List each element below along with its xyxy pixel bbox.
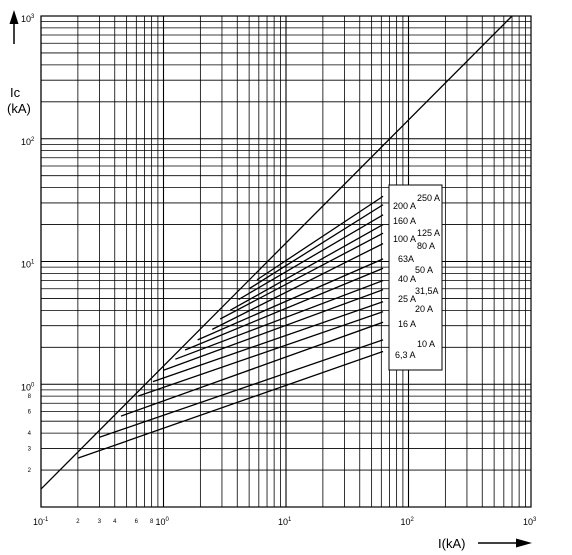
x-axis-label: I(kA) xyxy=(438,536,465,551)
series-line xyxy=(211,242,384,330)
legend-label: 160 A xyxy=(393,216,416,226)
y-tick-label: 100 xyxy=(21,382,35,392)
y-minor-tick-label: 3 xyxy=(28,446,32,452)
y-tick-label: 101 xyxy=(21,260,35,270)
y-axis-arrow xyxy=(9,10,19,44)
legend-label: 10 A xyxy=(417,339,435,349)
legend-label: 31,5A xyxy=(415,286,439,296)
legend-label: 80 A xyxy=(417,241,435,251)
envelope-line xyxy=(40,15,513,490)
y-tick-label: 102 xyxy=(21,137,35,147)
x-tick-label: 100 xyxy=(156,517,170,527)
legend-label: 6,3 A xyxy=(395,350,416,360)
series-line xyxy=(197,258,384,341)
series-line xyxy=(184,267,384,351)
legend-label: 25 A xyxy=(398,294,416,304)
x-tick-label: 102 xyxy=(401,517,415,527)
y-axis-label-line1: Ic xyxy=(10,85,21,100)
series-line xyxy=(137,311,384,397)
x-minor-tick-label: 8 xyxy=(150,519,154,525)
x-minor-tick-label: 2 xyxy=(76,519,80,525)
y-minor-tick-label: 4 xyxy=(28,431,32,437)
x-minor-tick-label: 4 xyxy=(113,519,117,525)
series-line xyxy=(248,204,384,290)
plot-frame xyxy=(40,15,532,508)
curves xyxy=(40,15,513,490)
grid xyxy=(40,16,531,508)
x-minor-tick-label: 6 xyxy=(135,519,139,525)
y-tick-label: 103 xyxy=(21,14,35,24)
series-line xyxy=(219,232,384,320)
legend-label: 50 A xyxy=(415,265,433,275)
legend-label: 100 A xyxy=(393,234,416,244)
series-line xyxy=(163,289,384,371)
series-line xyxy=(175,279,384,360)
series-line xyxy=(120,321,384,417)
series-line xyxy=(99,339,384,438)
legend-label: 20 A xyxy=(415,304,433,314)
x-axis-arrow xyxy=(478,538,532,548)
legend-label: 40 A xyxy=(398,274,416,284)
x-tick-label: 103 xyxy=(523,517,537,527)
y-axis-label-line2: (kA) xyxy=(7,101,31,116)
series-line xyxy=(152,301,384,383)
legend-label: 63A xyxy=(398,254,414,264)
x-tick-label: 101 xyxy=(278,517,292,527)
legend-label: 16 A xyxy=(398,319,416,329)
legend-label: 250 A xyxy=(417,193,440,203)
y-minor-tick-label: 6 xyxy=(28,409,32,415)
x-tick-label: 10-1 xyxy=(33,517,49,527)
series-line xyxy=(77,350,384,459)
x-minor-tick-label: 3 xyxy=(98,519,102,525)
y-minor-tick-label: 2 xyxy=(28,468,32,474)
series-line xyxy=(256,195,384,281)
y-minor-tick-label: 8 xyxy=(28,394,32,400)
series-line xyxy=(229,223,384,311)
series-line xyxy=(238,214,384,301)
legend-label: 125 A xyxy=(417,228,440,238)
legend-box xyxy=(388,184,443,371)
legend-label: 200 A xyxy=(393,201,416,211)
